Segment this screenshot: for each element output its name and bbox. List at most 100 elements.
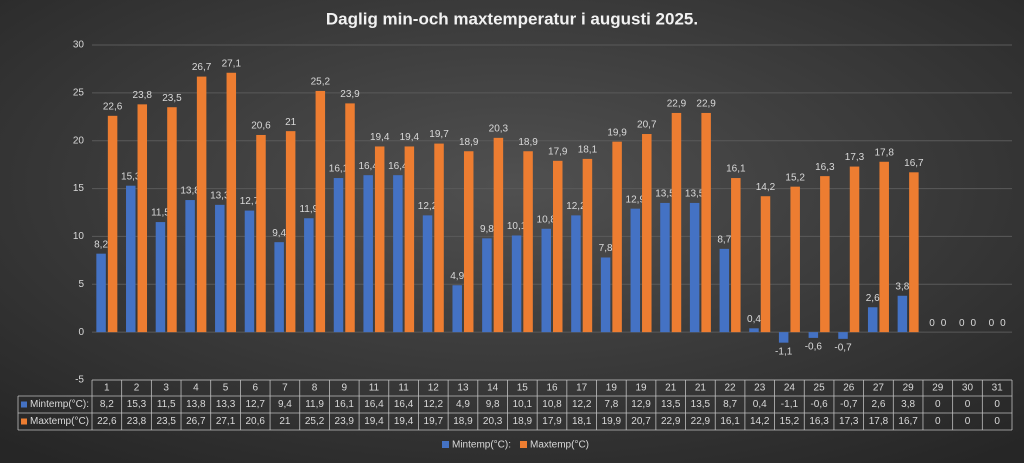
bar	[315, 90, 326, 333]
bar	[731, 178, 741, 333]
bar	[778, 332, 789, 343]
bar	[701, 112, 711, 333]
legend-key	[520, 441, 527, 448]
y-tick-label: 15	[73, 183, 85, 194]
bar	[434, 143, 444, 333]
data-label: 25,2	[311, 77, 331, 88]
table-cell: 23,8	[127, 416, 147, 427]
bar	[126, 185, 136, 333]
table-header: 13	[457, 383, 469, 394]
table-cell: 10,8	[542, 399, 562, 410]
legend-label: Mintemp(°C):	[452, 440, 511, 451]
table-cell: 13,5	[661, 399, 681, 410]
table-header: 31	[992, 383, 1004, 394]
table-cell: 0	[935, 399, 941, 410]
bar	[285, 131, 296, 333]
table-cell: 0	[935, 416, 941, 427]
data-label: 3,8	[895, 281, 909, 292]
table-cell: 0	[965, 399, 971, 410]
y-tick-label: 25	[73, 87, 85, 98]
bar	[215, 204, 225, 333]
table-cell: 16,1	[720, 416, 740, 427]
table-cell: -0,6	[810, 399, 828, 410]
y-tick-label: 20	[73, 135, 85, 146]
table-header: 17	[576, 383, 588, 394]
table-header: 22	[725, 383, 737, 394]
bar	[452, 285, 462, 333]
data-label: 17,8	[874, 147, 894, 158]
table-header: 6	[252, 383, 258, 394]
bar	[612, 141, 622, 333]
data-label: 14,2	[756, 182, 776, 193]
y-tick-label: 10	[73, 231, 85, 242]
table-header: 2	[134, 383, 140, 394]
bar	[137, 104, 148, 333]
data-label: 8,7	[717, 235, 731, 246]
bar	[345, 103, 355, 333]
table-header: 27	[873, 383, 885, 394]
data-label: 8,2	[94, 239, 108, 250]
table-header: 21	[665, 383, 677, 394]
bar	[909, 172, 919, 333]
data-label: 0	[959, 318, 965, 329]
table-cell: 3,8	[901, 399, 915, 410]
data-label: 4,9	[450, 271, 464, 282]
table-cell: 20,3	[483, 416, 503, 427]
data-label: 22,6	[103, 101, 123, 112]
bar	[482, 238, 492, 333]
y-tick-label: 30	[73, 40, 85, 51]
data-label: 21	[285, 117, 297, 128]
bar	[155, 222, 166, 333]
bar	[571, 215, 581, 333]
legend-label: Maxtemp(°C)	[530, 440, 589, 451]
data-label: 13,3	[210, 190, 230, 201]
y-tick-label: 0	[78, 327, 84, 338]
data-label: -1,1	[775, 346, 793, 357]
data-label: 13,5	[655, 189, 675, 200]
table-header: 11	[398, 383, 409, 394]
table-cell: 19,4	[394, 416, 414, 427]
data-label: 11,5	[151, 208, 170, 219]
data-label: 20,7	[637, 120, 657, 131]
bar	[185, 200, 195, 333]
bar	[511, 235, 522, 333]
bar	[256, 134, 266, 333]
data-label: 20,3	[489, 123, 509, 134]
bar	[642, 134, 652, 333]
table-header: 1	[104, 383, 110, 394]
bar	[867, 307, 878, 333]
bar	[820, 176, 830, 333]
table-cell: 16,1	[335, 399, 355, 410]
table-cell: 23,9	[335, 416, 355, 427]
bar	[463, 151, 474, 333]
data-label: 19,7	[429, 129, 449, 140]
table-cell: 0	[994, 416, 1000, 427]
table-cell: 11,9	[305, 399, 324, 410]
bar	[493, 137, 504, 333]
data-label: 18,1	[578, 145, 598, 156]
table-header: 3	[163, 383, 169, 394]
table-cell: 8,2	[100, 399, 114, 410]
table-header: 19	[635, 383, 647, 394]
bar	[422, 215, 433, 333]
bar	[374, 146, 385, 333]
bar	[897, 295, 908, 333]
table-header: 9	[341, 383, 347, 394]
bar	[167, 107, 177, 333]
bar	[523, 151, 533, 333]
bar	[660, 202, 670, 333]
table-cell: 26,7	[186, 416, 206, 427]
data-label: 18,9	[459, 137, 479, 148]
table-cell: 19,7	[424, 416, 444, 427]
table-key	[21, 401, 27, 408]
table-header: 23	[754, 383, 766, 394]
table-cell: 17,8	[869, 416, 889, 427]
bar	[226, 72, 237, 333]
data-label: 27,1	[222, 58, 242, 69]
bar	[96, 253, 106, 333]
bar	[689, 202, 700, 333]
table-cell: 18,1	[572, 416, 592, 427]
data-label: 16,4	[388, 161, 408, 172]
data-label: 12,2	[418, 201, 438, 212]
bar	[760, 196, 771, 333]
